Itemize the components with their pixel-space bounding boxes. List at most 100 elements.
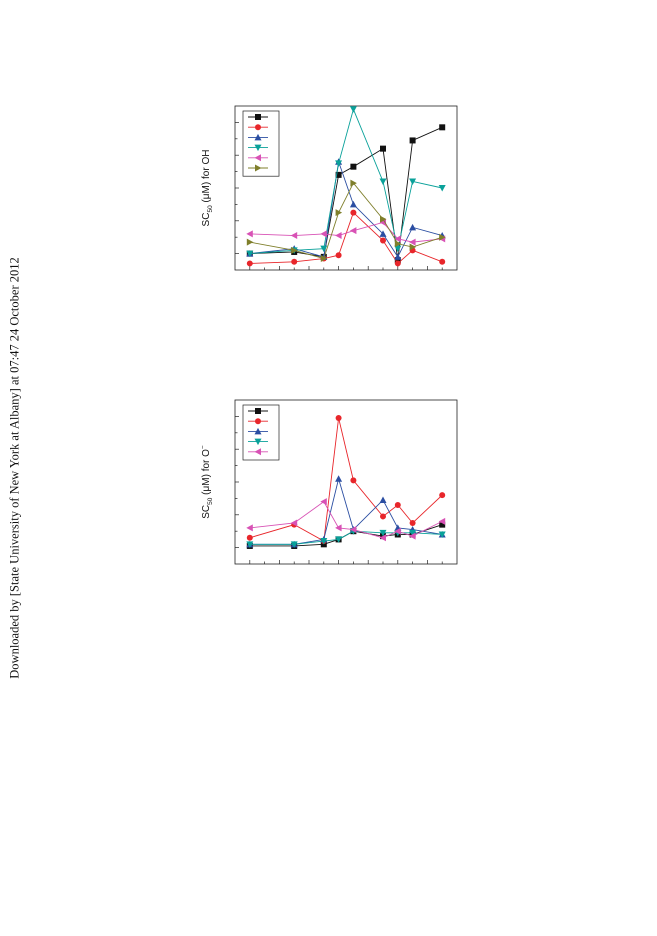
- series-5-point: [320, 230, 327, 238]
- series-3-point: [335, 475, 343, 482]
- series-1-point: [335, 171, 342, 178]
- series-1-point: [394, 257, 401, 264]
- series-2-point: [335, 252, 342, 259]
- series-5-point: [409, 238, 416, 246]
- legend: [242, 110, 280, 177]
- series-2-point: [409, 520, 416, 526]
- series-5-point: [320, 498, 327, 506]
- download-notice-text: Downloaded by [State University of New Y…: [7, 257, 22, 679]
- series-3: [246, 475, 446, 548]
- series-2-point: [394, 260, 401, 267]
- series-2-point: [380, 513, 386, 520]
- series-5-point: [335, 232, 342, 240]
- legend-entry-3-marker: [254, 133, 262, 141]
- series-3-point: [379, 230, 387, 237]
- series-5-point: [246, 230, 253, 238]
- series-4-point: [409, 529, 417, 537]
- series-5-point: [335, 524, 342, 532]
- series-5-point: [290, 232, 298, 240]
- series-6-point: [394, 240, 402, 248]
- series-5: [246, 498, 446, 542]
- legend-entry-5-marker: [254, 448, 261, 456]
- series-1-point: [350, 163, 357, 170]
- series-4-point: [379, 178, 387, 185]
- series-6-point: [246, 238, 254, 246]
- series-3-point: [409, 223, 417, 231]
- series-5-point: [246, 524, 253, 532]
- series-6-point: [335, 209, 343, 217]
- y-axis-label: SC50 (μM) for OH: [201, 150, 214, 227]
- axis-ticks: [235, 416, 443, 564]
- series-4-point: [335, 536, 343, 543]
- series-2-point: [246, 534, 253, 541]
- series-4-point: [320, 245, 328, 253]
- series-4-point: [290, 541, 298, 548]
- series-4-point: [438, 531, 446, 538]
- series-5-point: [438, 517, 446, 525]
- series-4-point: [246, 250, 254, 258]
- series-4-point: [320, 538, 328, 545]
- series-4-point: [246, 541, 254, 548]
- series-3-point: [349, 200, 357, 208]
- series-6-point: [409, 243, 417, 251]
- series-5: [246, 218, 446, 246]
- oh-scavenging-chart: SC50 (μM) for OH: [201, 105, 458, 271]
- series-2-point: [439, 258, 446, 265]
- legend-entry-2-marker: [255, 418, 261, 425]
- legend-entry-6-marker: [255, 164, 262, 172]
- legend-entry-4-marker: [254, 144, 262, 152]
- series-5-point: [394, 527, 401, 535]
- y-axis-label-subscript: 50: [207, 497, 214, 505]
- series-5-point: [394, 235, 401, 243]
- legend-entry-2-marker: [255, 124, 261, 131]
- axis-ticks: [235, 122, 443, 270]
- series-1-point: [439, 521, 446, 528]
- series-6-point: [350, 179, 357, 187]
- series-6: [246, 179, 446, 263]
- series-1-point: [439, 124, 446, 131]
- series-4: [246, 528, 446, 548]
- series-4-point: [379, 529, 387, 537]
- y-axis-label-subscript: 50: [207, 205, 214, 213]
- y-axis-label: SC50 (μM) for O−: [200, 445, 214, 519]
- series-1-point: [409, 137, 416, 144]
- series-5-point: [349, 227, 357, 235]
- legend-entry-1-marker: [255, 114, 261, 120]
- y-axis-label-rest: (μM) for O: [201, 449, 212, 498]
- series-6-point: [439, 233, 446, 241]
- series-4: [246, 106, 446, 258]
- y-axis-label-superscript: −: [200, 445, 207, 449]
- series-6-point: [291, 246, 298, 254]
- y-axis-label-main: SC: [201, 213, 212, 227]
- series-2-point: [394, 501, 401, 508]
- legend-entry-3-marker: [254, 427, 262, 435]
- series-6-point: [320, 255, 328, 263]
- series-4-point: [438, 185, 446, 192]
- download-notice: Downloaded by [State University of New Y…: [0, 0, 30, 936]
- series-3-point: [379, 496, 387, 504]
- legend-entry-1-marker: [255, 408, 261, 414]
- y-axis-label-rest: (μM) for OH: [201, 150, 212, 206]
- series-2-line: [249, 211, 443, 265]
- legend: [242, 404, 280, 461]
- series-3-point: [394, 253, 402, 260]
- series-5-point: [379, 534, 386, 542]
- series-5-point: [349, 526, 357, 534]
- series-2-point: [350, 209, 357, 216]
- legend-box: [242, 110, 280, 177]
- series-2-point: [246, 260, 253, 267]
- series-2-point: [350, 477, 357, 484]
- y-axis-label-main: SC: [201, 505, 212, 519]
- series-2-point: [291, 258, 298, 265]
- series-1-point: [380, 145, 386, 152]
- series-2-point: [439, 492, 446, 499]
- series-2-point: [335, 415, 342, 422]
- series-2: [246, 209, 446, 267]
- legend-entry-5-marker: [254, 154, 261, 162]
- superoxide-scavenging-chart: SC50 (μM) for O−: [200, 399, 458, 565]
- series-6-point: [380, 215, 387, 223]
- series-2-point: [380, 237, 386, 244]
- series-4-point: [409, 178, 417, 185]
- legend-entry-4-marker: [254, 438, 262, 446]
- series-5-point: [409, 532, 416, 540]
